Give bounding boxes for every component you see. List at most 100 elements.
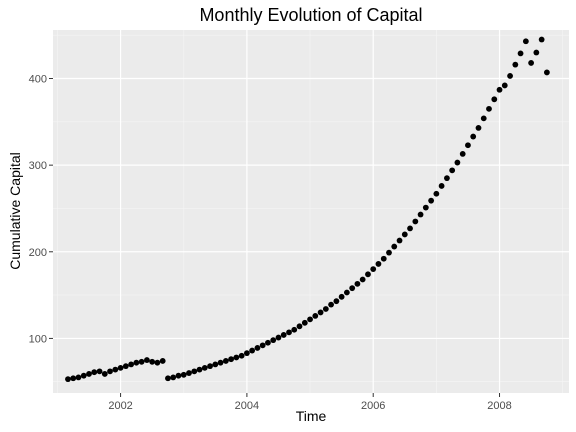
data-point: [201, 364, 208, 371]
data-point: [475, 124, 482, 131]
data-point: [107, 368, 113, 375]
data-point: [507, 73, 513, 79]
y-tick-label: 400: [29, 74, 47, 86]
data-point: [517, 50, 524, 57]
data-point: [117, 364, 124, 371]
data-point: [512, 61, 519, 68]
x-axis: 2002 2004 2006 2008: [108, 393, 512, 412]
data-point: [70, 375, 77, 382]
data-point: [191, 368, 198, 375]
data-point: [533, 49, 540, 56]
data-point: [65, 376, 71, 383]
data-point: [207, 363, 213, 370]
x-tick-label: 2008: [487, 400, 511, 412]
data-point: [275, 334, 282, 341]
data-point: [417, 211, 424, 218]
data-point: [222, 358, 229, 364]
data-point: [380, 255, 387, 262]
y-tick-label: 100: [29, 333, 47, 345]
data-point: [343, 289, 350, 296]
data-point: [112, 366, 119, 373]
y-tick-label: 300: [29, 160, 47, 172]
data-point: [75, 374, 82, 381]
data-point: [328, 301, 334, 308]
data-point: [80, 372, 87, 379]
data-point: [154, 359, 161, 366]
data-point: [322, 306, 329, 312]
data-point: [122, 363, 129, 370]
data-point: [259, 342, 266, 349]
y-axis: 100 200 300 400: [29, 74, 53, 345]
data-point: [428, 197, 435, 204]
data-points: [65, 36, 550, 383]
data-point: [412, 218, 419, 225]
data-point: [265, 339, 271, 346]
data-point: [165, 375, 171, 382]
data-point: [365, 271, 371, 278]
data-point: [280, 332, 287, 338]
data-point: [438, 183, 445, 189]
chart-title: Monthly Evolution of Capital: [199, 5, 422, 25]
data-point: [465, 142, 471, 149]
data-point: [396, 237, 403, 244]
data-point: [386, 249, 392, 256]
plot-panel: [53, 30, 569, 393]
data-point: [538, 36, 545, 43]
data-point: [196, 366, 203, 373]
grid-major-lines: [53, 30, 569, 393]
data-point: [243, 350, 250, 357]
data-point: [96, 368, 103, 375]
data-point: [496, 86, 503, 93]
data-point: [449, 167, 456, 174]
data-point: [433, 190, 440, 197]
data-point: [543, 69, 550, 76]
grid-minor-lines: [53, 30, 569, 393]
data-point: [217, 359, 224, 366]
data-point: [180, 371, 187, 378]
y-tick-label: 200: [29, 247, 47, 259]
data-point: [86, 371, 92, 377]
data-point: [401, 231, 408, 238]
x-tick-label: 2006: [361, 400, 385, 412]
data-point: [233, 354, 240, 361]
data-point: [186, 370, 192, 376]
x-axis-title: Time: [296, 408, 327, 424]
y-axis-title: Cumulative Capital: [7, 152, 23, 270]
data-point: [354, 280, 361, 287]
data-point: [333, 298, 340, 305]
data-point: [444, 175, 450, 182]
data-point: [459, 150, 466, 157]
data-point: [270, 337, 277, 344]
data-point: [522, 38, 529, 45]
data-point: [149, 358, 156, 365]
data-point: [470, 133, 477, 140]
data-point: [301, 319, 308, 326]
data-point: [349, 285, 356, 292]
data-point: [249, 347, 256, 354]
data-point: [138, 358, 145, 365]
data-point: [238, 352, 245, 359]
data-point: [528, 60, 535, 66]
data-point: [312, 312, 319, 319]
data-point: [375, 261, 382, 267]
data-point: [486, 105, 492, 112]
data-point: [159, 358, 166, 364]
data-point: [296, 323, 303, 330]
data-point: [128, 361, 135, 368]
data-point: [286, 329, 292, 336]
data-point: [228, 356, 235, 363]
data-point: [422, 204, 429, 211]
data-point: [491, 96, 498, 103]
data-point: [254, 345, 261, 351]
data-point: [391, 243, 398, 250]
x-tick-label: 2002: [108, 400, 132, 412]
data-point: [291, 326, 298, 333]
data-point: [338, 293, 345, 300]
data-point: [175, 372, 182, 379]
data-point: [170, 374, 177, 381]
data-point: [370, 266, 377, 273]
data-point: [454, 159, 461, 166]
data-point: [359, 276, 366, 283]
data-point: [133, 359, 140, 366]
